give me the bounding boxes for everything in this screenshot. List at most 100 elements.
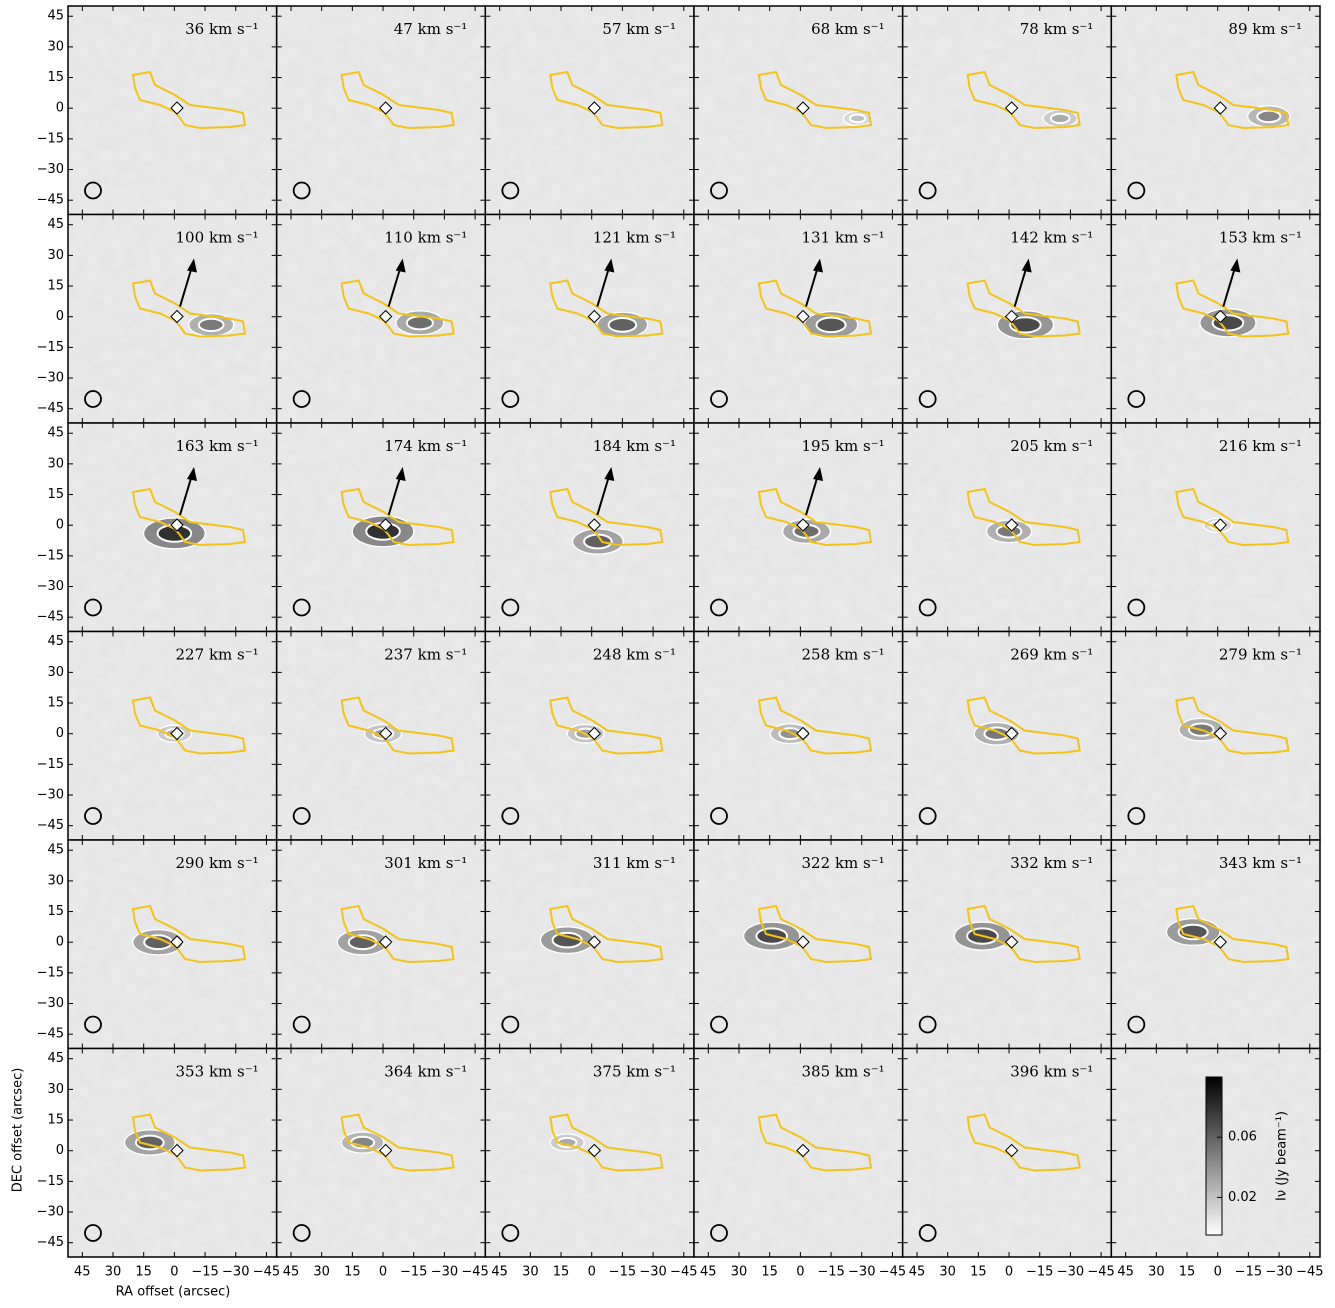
colorbar-tick-label: 0.02: [1228, 1190, 1257, 1205]
velocity: 153: [1219, 229, 1248, 247]
velocity-unit: km s⁻¹: [209, 646, 259, 664]
x-tick-label: 45: [74, 1265, 91, 1280]
x-tick-label: 45: [283, 1265, 300, 1280]
panel: 396 km s⁻¹4530150−15−30−45: [903, 1049, 1115, 1280]
x-tick-label: 45: [491, 1265, 508, 1280]
y-tick-label: −45: [37, 401, 64, 416]
x-tick-label: 0: [170, 1265, 178, 1280]
velocity-unit: km s⁻¹: [1252, 20, 1302, 38]
y-tick-label: 15: [47, 279, 64, 294]
channel-label: 375 km s⁻¹: [593, 1063, 676, 1081]
y-tick-label: 30: [47, 456, 64, 471]
x-tick-label: −45: [1296, 1265, 1323, 1280]
velocity-unit: km s⁻¹: [835, 1063, 885, 1081]
velocity: 78: [1020, 20, 1039, 38]
panel: 57 km s⁻¹: [485, 6, 694, 215]
y-tick-label: 30: [47, 1082, 64, 1097]
x-tick-label: 0: [588, 1265, 596, 1280]
y-tick-label: 30: [47, 873, 64, 888]
y-tick-label: −30: [37, 162, 64, 177]
y-tick-label: −15: [37, 340, 64, 355]
velocity-unit: km s⁻¹: [209, 20, 259, 38]
x-tick-label: 15: [553, 1265, 570, 1280]
channel-label: 153 km s⁻¹: [1219, 229, 1302, 247]
x-tick-label: 0: [796, 1265, 804, 1280]
channel-label: 258 km s⁻¹: [802, 646, 885, 664]
x-tick-label: 45: [1117, 1265, 1134, 1280]
emission-core: [1051, 114, 1070, 123]
y-tick-label: 15: [47, 696, 64, 711]
y-tick-label: −15: [37, 965, 64, 980]
velocity-unit: km s⁻¹: [626, 1063, 676, 1081]
velocity-unit: km s⁻¹: [209, 229, 259, 247]
velocity: 121: [593, 229, 622, 247]
y-tick-label: −45: [37, 610, 64, 625]
channel-label: 195 km s⁻¹: [802, 437, 885, 455]
x-tick-label: 30: [939, 1265, 956, 1280]
channel-label: 174 km s⁻¹: [384, 437, 467, 455]
velocity: 195: [802, 437, 831, 455]
velocity: 396: [1010, 1063, 1039, 1081]
velocity: 301: [384, 854, 413, 872]
y-tick-label: 0: [56, 1143, 64, 1158]
panel: 227 km s⁻¹4530150−15−30−45: [37, 632, 277, 841]
x-tick-label: −45: [670, 1265, 697, 1280]
x-tick-label: 30: [313, 1265, 330, 1280]
velocity: 322: [802, 854, 831, 872]
channel-label: 205 km s⁻¹: [1010, 437, 1093, 455]
x-tick-label: 30: [731, 1265, 748, 1280]
velocity-unit: km s⁻¹: [1252, 646, 1302, 664]
panel: 237 km s⁻¹: [277, 632, 486, 841]
y-tick-label: 15: [47, 1113, 64, 1128]
velocity: 258: [802, 646, 831, 664]
channel-label: 332 km s⁻¹: [1010, 854, 1093, 872]
emission-core: [609, 318, 637, 332]
y-tick-label: 45: [47, 9, 64, 24]
y-tick-label: 30: [47, 248, 64, 263]
channel-label: 311 km s⁻¹: [593, 854, 676, 872]
channel-label: 353 km s⁻¹: [176, 1063, 259, 1081]
colorbar: [1206, 1077, 1222, 1235]
velocity-unit: km s⁻¹: [1252, 437, 1302, 455]
colorbar-label: Iν (Jy beam⁻¹): [1275, 1111, 1290, 1201]
panel: 184 km s⁻¹: [485, 423, 694, 632]
panel: 78 km s⁻¹: [903, 6, 1112, 215]
panel: 0.020.06Iν (Jy beam⁻¹)4530150−15−30−45: [1111, 1049, 1323, 1280]
channel-label: 343 km s⁻¹: [1219, 854, 1302, 872]
x-tick-label: −30: [1265, 1265, 1292, 1280]
panel: 258 km s⁻¹: [694, 632, 903, 841]
x-tick-label: −30: [222, 1265, 249, 1280]
channel-label: 184 km s⁻¹: [593, 437, 676, 455]
panel: 343 km s⁻¹: [1111, 840, 1320, 1049]
panel: 269 km s⁻¹: [903, 632, 1112, 841]
panel: 375 km s⁻¹4530150−15−30−45: [485, 1049, 697, 1280]
velocity-unit: km s⁻¹: [418, 646, 468, 664]
y-tick-label: −45: [37, 1235, 64, 1250]
y-tick-label: −30: [37, 788, 64, 803]
x-tick-label: −15: [609, 1265, 636, 1280]
channel-label: 110 km s⁻¹: [384, 229, 467, 247]
channel-label: 163 km s⁻¹: [176, 437, 259, 455]
velocity: 279: [1219, 646, 1248, 664]
x-tick-label: −45: [879, 1265, 906, 1280]
velocity: 89: [1228, 20, 1247, 38]
x-tick-label: 15: [1179, 1265, 1196, 1280]
x-tick-label: 0: [1214, 1265, 1222, 1280]
velocity-unit: km s⁻¹: [418, 437, 468, 455]
y-tick-label: −45: [37, 193, 64, 208]
x-tick-label: 45: [700, 1265, 717, 1280]
channel-label: 78 km s⁻¹: [1020, 20, 1094, 38]
panel: 131 km s⁻¹: [694, 215, 903, 424]
x-tick-label: 0: [1005, 1265, 1013, 1280]
panel: 301 km s⁻¹: [277, 840, 486, 1049]
channel-label: 279 km s⁻¹: [1219, 646, 1302, 664]
channel-label: 68 km s⁻¹: [811, 20, 885, 38]
panel: 110 km s⁻¹: [277, 215, 486, 424]
velocity: 364: [384, 1063, 413, 1081]
velocity-unit: km s⁻¹: [1252, 229, 1302, 247]
velocity: 332: [1010, 854, 1039, 872]
emission-core: [850, 115, 866, 123]
channel-label: 57 km s⁻¹: [602, 20, 676, 38]
velocity: 269: [1010, 646, 1039, 664]
